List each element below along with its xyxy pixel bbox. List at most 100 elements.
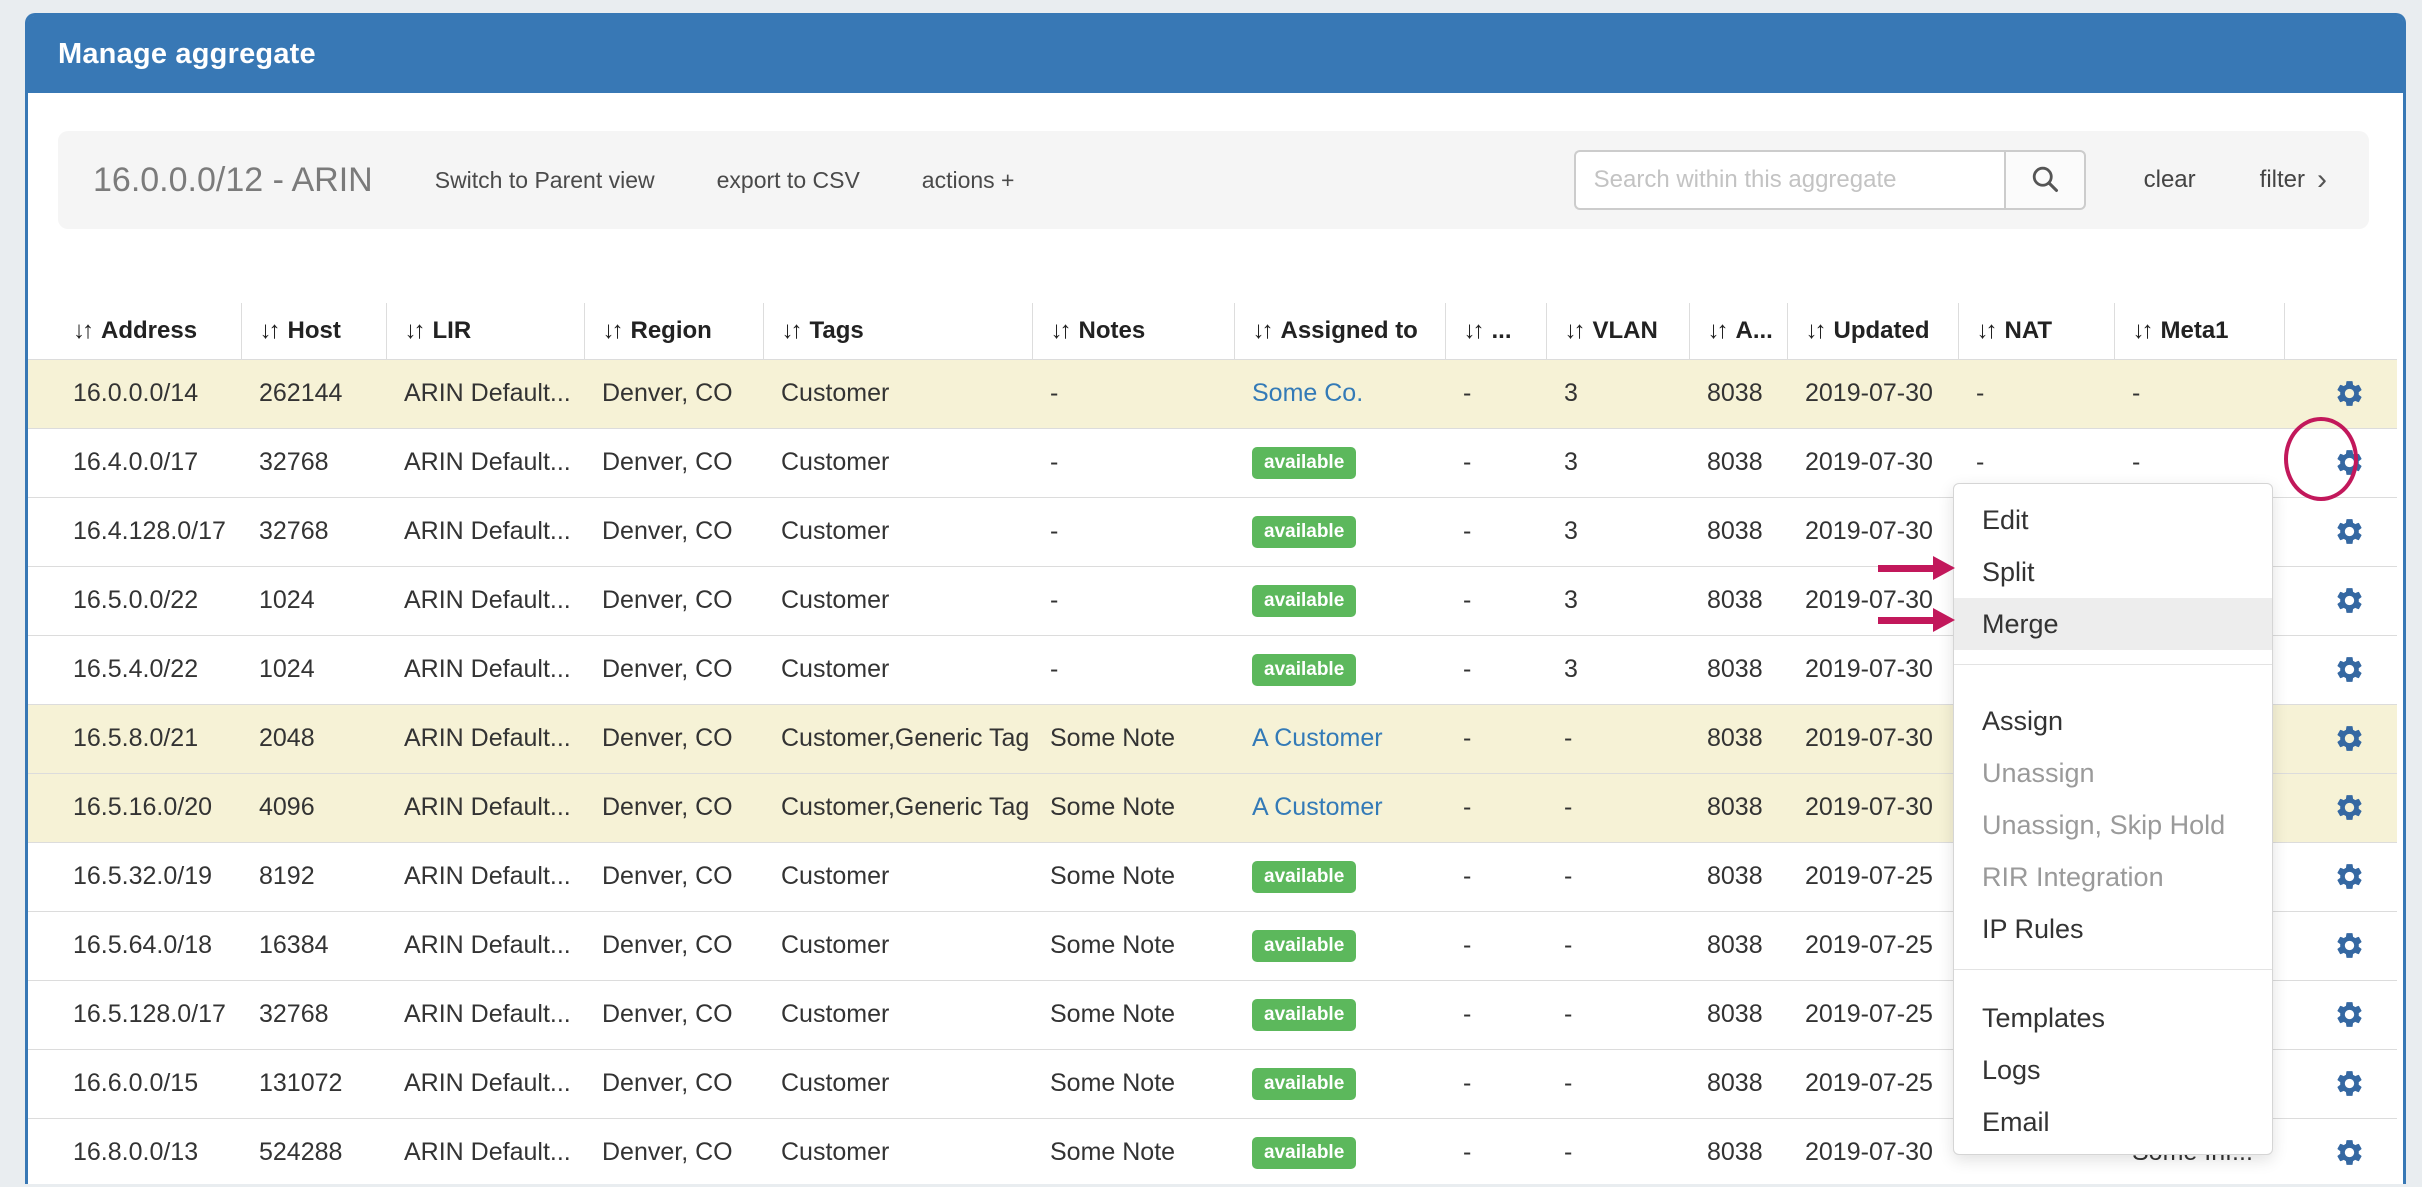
cell-region: Denver, CO xyxy=(584,772,763,842)
column-header-notes[interactable]: ↓↑ Notes xyxy=(1031,303,1234,359)
cell-actions xyxy=(2284,772,2397,842)
cell-vlan: 3 xyxy=(1546,634,1689,704)
column-header-address[interactable]: ↓↑ Address xyxy=(28,303,241,359)
column-header-updated[interactable]: ↓↑ Updated xyxy=(1786,303,1958,359)
cell-updated: 2019-07-30 xyxy=(1787,565,1958,635)
column-label: NAT xyxy=(2004,316,2053,344)
cell-host: 32768 xyxy=(241,496,386,566)
assigned-customer-link[interactable]: A Customer xyxy=(1252,793,1383,821)
cell-address: 16.4.0.0/17 xyxy=(28,427,241,497)
sort-icon: ↓↑ xyxy=(1252,316,1274,344)
menu-item-assign[interactable]: Assign xyxy=(1982,706,2064,736)
menu-item-merge[interactable]: Merge xyxy=(1954,598,2272,650)
menu-item-edit[interactable]: Edit xyxy=(1982,505,2029,535)
row-gear-button[interactable] xyxy=(2330,443,2369,482)
cell-address: 16.5.0.0/22 xyxy=(28,565,241,635)
export-csv-link[interactable]: export to CSV xyxy=(716,166,860,193)
cell-actions xyxy=(2284,496,2397,566)
column-header-tags[interactable]: ↓↑ Tags xyxy=(762,303,1032,359)
cell-region: Denver, CO xyxy=(584,565,763,635)
cell-meta1: - xyxy=(2114,358,2284,428)
filter-label: filter xyxy=(2259,166,2305,193)
cell-region: Denver, CO xyxy=(584,358,763,428)
menu-item-templates[interactable]: Templates xyxy=(1982,1003,2106,1033)
gear-icon xyxy=(2337,933,2362,958)
column-header-meta1[interactable]: ↓↑ Meta1 xyxy=(2113,303,2284,359)
cell-tags: Customer,Generic Tag xyxy=(763,772,1032,842)
column-label: A... xyxy=(1735,316,1773,344)
cell-address: 16.4.128.0/17 xyxy=(28,496,241,566)
cell-notes: - xyxy=(1032,358,1234,428)
cell-assigned-to: A Customer xyxy=(1234,772,1445,842)
cell-region: Denver, CO xyxy=(584,841,763,911)
menu-item-ip-rules[interactable]: IP Rules xyxy=(1982,914,2084,944)
cell-actions xyxy=(2284,841,2397,911)
row-gear-button[interactable] xyxy=(2330,1133,2369,1172)
cell-lir: ARIN Default... xyxy=(386,358,584,428)
filter-link[interactable]: filter › xyxy=(2260,165,2327,195)
cell-assigned-to: available xyxy=(1234,427,1445,497)
sort-icon: ↓↑ xyxy=(1976,316,1998,344)
cell-more: - xyxy=(1445,841,1546,911)
cell-host: 4096 xyxy=(241,772,386,842)
cell-a: 8038 xyxy=(1689,772,1787,842)
cell-updated: 2019-07-30 xyxy=(1787,427,1958,497)
row-gear-button[interactable] xyxy=(2330,926,2369,965)
row-gear-button[interactable] xyxy=(2330,374,2369,413)
cell-more: - xyxy=(1445,979,1546,1049)
row-gear-button[interactable] xyxy=(2330,719,2369,758)
row-gear-button[interactable] xyxy=(2330,857,2369,896)
row-gear-button[interactable] xyxy=(2330,1064,2369,1103)
row-gear-button[interactable] xyxy=(2330,512,2369,551)
menu-item-email[interactable]: Email xyxy=(1982,1107,2050,1137)
switch-parent-view-link[interactable]: Switch to Parent view xyxy=(434,166,655,193)
cell-address: 16.0.0.0/14 xyxy=(28,358,241,428)
column-header-more[interactable]: ↓↑... xyxy=(1444,303,1546,359)
column-header-assigned-to[interactable]: ↓↑ Assigned to xyxy=(1233,303,1445,359)
clear-search-link[interactable]: clear xyxy=(2143,166,2196,193)
cell-tags: Customer xyxy=(763,1117,1032,1187)
cell-lir: ARIN Default... xyxy=(386,1048,584,1118)
gear-icon xyxy=(2337,726,2362,751)
column-header-host[interactable]: ↓↑ Host xyxy=(240,303,386,359)
table-row: 16.5.32.0/19 8192 ARIN Default... Denver, C… xyxy=(28,841,2397,911)
column-label: Region xyxy=(630,316,712,344)
status-badge-available: available xyxy=(1252,930,1357,962)
column-header-nat[interactable]: ↓↑ NAT xyxy=(1957,303,2114,359)
column-header-lir[interactable]: ↓↑ LIR xyxy=(385,303,584,359)
row-gear-button[interactable] xyxy=(2330,995,2369,1034)
column-header-vlan[interactable]: ↓↑ VLAN xyxy=(1545,303,1689,359)
status-badge-available: available xyxy=(1252,861,1357,893)
actions-menu-link[interactable]: actions + xyxy=(921,166,1015,193)
search-input[interactable] xyxy=(1573,150,2004,210)
column-header-region[interactable]: ↓↑ Region xyxy=(583,303,763,359)
cell-a: 8038 xyxy=(1689,427,1787,497)
assigned-customer-link[interactable]: A Customer xyxy=(1252,724,1383,752)
row-gear-button[interactable] xyxy=(2330,650,2369,689)
cell-lir: ARIN Default... xyxy=(386,772,584,842)
cell-notes: Some Note xyxy=(1032,1117,1234,1187)
search-button[interactable] xyxy=(2003,150,2086,210)
column-label: VLAN xyxy=(1592,316,1658,344)
cell-notes: Some Note xyxy=(1032,703,1234,773)
cell-updated: 2019-07-25 xyxy=(1787,910,1958,980)
cell-more: - xyxy=(1445,1048,1546,1118)
row-gear-button[interactable] xyxy=(2330,788,2369,827)
menu-item-logs[interactable]: Logs xyxy=(1982,1055,2041,1085)
column-label: Address xyxy=(101,316,198,344)
row-gear-button[interactable] xyxy=(2330,581,2369,620)
column-label: Updated xyxy=(1833,316,1930,344)
cell-a: 8038 xyxy=(1689,496,1787,566)
sort-icon: ↓↑ xyxy=(404,316,426,344)
cell-tags: Customer xyxy=(763,427,1032,497)
gear-icon xyxy=(2337,864,2362,889)
assigned-customer-link[interactable]: Some Co. xyxy=(1252,379,1364,407)
cell-updated: 2019-07-25 xyxy=(1787,841,1958,911)
cell-assigned-to: available xyxy=(1234,1117,1445,1187)
menu-item-split[interactable]: Split xyxy=(1982,557,2035,587)
cell-region: Denver, CO xyxy=(584,1048,763,1118)
cell-more: - xyxy=(1445,496,1546,566)
cell-updated: 2019-07-25 xyxy=(1787,1048,1958,1118)
cell-assigned-to: available xyxy=(1234,910,1445,980)
column-header-a[interactable]: ↓↑ A... xyxy=(1688,303,1787,359)
